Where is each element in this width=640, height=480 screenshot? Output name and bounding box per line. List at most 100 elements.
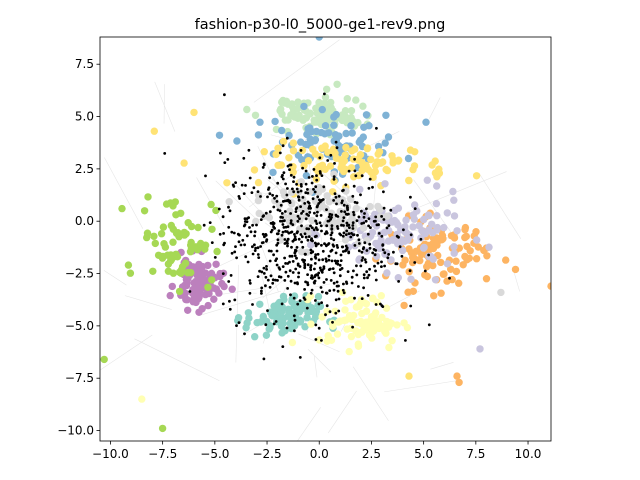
x-tick-label: −10.0 (92, 447, 129, 461)
black-point (329, 279, 333, 282)
black-point (286, 237, 290, 241)
cluster-0-point (341, 112, 350, 121)
black-point (331, 320, 334, 324)
black-point (332, 281, 336, 285)
black-point (262, 357, 266, 361)
black-point (261, 166, 265, 169)
cluster-4-point (443, 260, 452, 268)
black-point (334, 251, 338, 255)
cluster-1-point (342, 129, 350, 138)
black-point (334, 311, 338, 315)
cluster-0-point (306, 109, 314, 117)
cluster-4-point (450, 212, 459, 220)
cluster-1-point (278, 126, 286, 135)
black-point (221, 302, 225, 306)
black-point (310, 257, 313, 261)
black-point (283, 199, 287, 203)
black-point (355, 219, 359, 223)
cluster-1-point (330, 121, 338, 129)
axis-layer: −10.0 −7.5 −5.0 −2.5 0.0 2.5 5.0 7.5 10.0 7.5 5.0 2… (57, 36, 552, 461)
edge-line (327, 390, 357, 434)
cluster-3-point (461, 233, 469, 242)
black-point (307, 214, 310, 217)
black-point (288, 168, 291, 172)
black-point (312, 187, 315, 191)
black-point (375, 126, 378, 130)
cluster-2-point (411, 148, 419, 156)
black-point (285, 193, 289, 197)
black-point (294, 207, 298, 211)
black-point (346, 206, 349, 210)
black-point (250, 191, 254, 195)
cluster-3-point (452, 257, 460, 265)
black-point (298, 217, 301, 221)
cluster-1-point (303, 130, 311, 139)
cluster-9-point (383, 212, 391, 220)
outlier-point (405, 372, 413, 380)
cluster-9-point (297, 248, 306, 256)
black-point (351, 194, 355, 198)
black-point (221, 215, 225, 219)
black-point (314, 226, 318, 230)
black-point (332, 288, 336, 292)
black-point (344, 233, 348, 237)
black-point (333, 192, 337, 196)
black-point (355, 201, 359, 205)
black-point (261, 241, 265, 244)
cluster-0-point (333, 80, 341, 89)
black-point (369, 226, 372, 230)
black-point (312, 168, 316, 171)
black-point (262, 272, 266, 275)
black-point (283, 279, 287, 282)
black-point (286, 225, 290, 229)
cluster-5-point (184, 306, 192, 314)
cluster-6-point (184, 269, 192, 277)
black-point (296, 262, 300, 266)
edge-line (315, 283, 330, 288)
black-point (366, 294, 370, 297)
black-point (281, 345, 285, 348)
black-point (379, 302, 382, 306)
black-point (373, 264, 376, 268)
cluster-3-point (459, 261, 467, 269)
cluster-3-point (455, 279, 463, 287)
black-point (341, 288, 345, 292)
black-point (334, 298, 338, 302)
black-point (409, 233, 413, 237)
y-tick-label: 5.0 (75, 110, 94, 124)
black-point (299, 205, 302, 209)
points-layer (100, 37, 551, 441)
cluster-4-point (440, 223, 448, 232)
black-point (323, 242, 326, 246)
black-point (247, 148, 251, 152)
black-point (219, 151, 222, 155)
black-point (330, 224, 334, 228)
cluster-2-point (363, 144, 372, 152)
cluster-6-point (180, 228, 188, 237)
black-point (223, 93, 226, 97)
cluster-4-point (394, 274, 402, 282)
cluster-8-point (334, 318, 343, 326)
black-point (336, 246, 339, 249)
cluster-2-point (394, 157, 402, 165)
black-point (404, 339, 407, 342)
cluster-0-point (321, 93, 330, 101)
black-point (272, 322, 276, 326)
cluster-7-point (301, 323, 309, 331)
black-point (359, 193, 362, 197)
black-point (362, 221, 366, 225)
cluster-3-point (437, 289, 445, 297)
black-point (339, 259, 343, 262)
black-point (308, 204, 312, 208)
black-point (222, 243, 226, 247)
black-point (345, 229, 349, 233)
black-point (386, 256, 390, 260)
black-point (294, 210, 298, 214)
black-point (317, 326, 321, 330)
cluster-8-point (382, 304, 391, 312)
black-point (303, 202, 307, 205)
black-point (294, 267, 298, 271)
cluster-2-point (223, 179, 231, 187)
black-point (282, 226, 286, 229)
cluster-6-point (169, 269, 178, 277)
